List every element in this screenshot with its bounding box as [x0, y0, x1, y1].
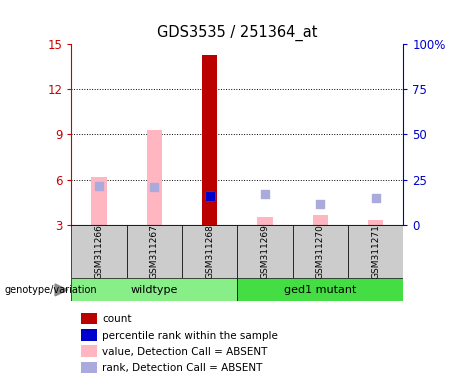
Bar: [237, 225, 293, 278]
Point: [261, 191, 269, 197]
Bar: [71, 225, 127, 278]
Point: [151, 184, 158, 190]
Point: [206, 193, 213, 199]
Point: [206, 193, 213, 199]
Bar: [81, 345, 97, 357]
Text: percentile rank within the sample: percentile rank within the sample: [102, 331, 278, 341]
Text: genotype/variation: genotype/variation: [5, 285, 97, 295]
Bar: [313, 215, 328, 225]
Text: wildtype: wildtype: [131, 285, 178, 295]
Bar: [293, 225, 348, 278]
Bar: [182, 225, 237, 278]
Text: count: count: [102, 314, 131, 324]
Bar: [202, 55, 218, 225]
Text: GSM311270: GSM311270: [316, 224, 325, 279]
Bar: [81, 329, 97, 341]
Bar: [368, 220, 384, 225]
Text: GSM311269: GSM311269: [260, 224, 270, 279]
Bar: [348, 225, 403, 278]
Bar: [71, 278, 237, 301]
Text: value, Detection Call = ABSENT: value, Detection Call = ABSENT: [102, 347, 267, 357]
Text: ged1 mutant: ged1 mutant: [284, 285, 356, 295]
Polygon shape: [55, 284, 67, 296]
Title: GDS3535 / 251364_at: GDS3535 / 251364_at: [157, 25, 318, 41]
Bar: [237, 278, 403, 301]
Bar: [81, 362, 97, 373]
Bar: [147, 130, 162, 225]
Text: GSM311266: GSM311266: [95, 224, 104, 279]
Bar: [257, 217, 273, 225]
Bar: [91, 177, 107, 225]
Point: [372, 195, 379, 201]
Point: [95, 182, 103, 189]
Text: GSM311268: GSM311268: [205, 224, 214, 279]
Point: [317, 200, 324, 207]
Text: rank, Detection Call = ABSENT: rank, Detection Call = ABSENT: [102, 363, 262, 373]
Text: GSM311267: GSM311267: [150, 224, 159, 279]
Bar: [202, 55, 218, 225]
Text: GSM311271: GSM311271: [371, 224, 380, 279]
Bar: [127, 225, 182, 278]
Bar: [81, 313, 97, 324]
